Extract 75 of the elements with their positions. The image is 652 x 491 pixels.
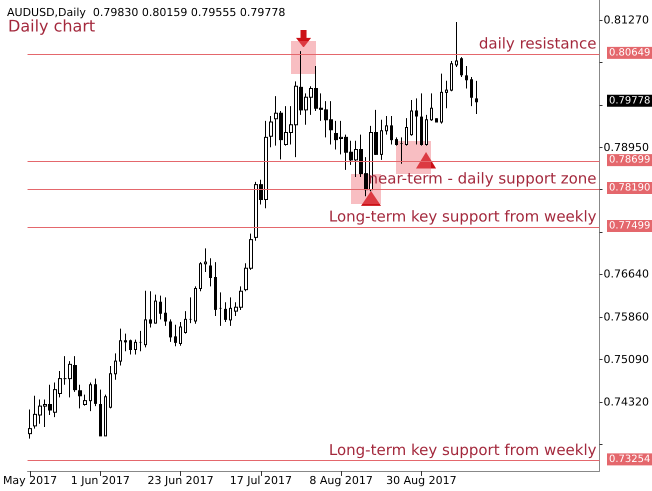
candlestick [214,262,217,317]
text: 0.80649 [609,47,650,58]
candlestick [395,136,398,146]
candlestick [224,302,227,323]
candlestick [134,339,137,355]
candlestick [94,378,97,407]
y-tick-label: 0.76640 [604,268,650,281]
candlestick [204,248,207,273]
candlestick [184,310,187,334]
candlestick [390,115,393,146]
candlestick [410,100,413,136]
x-tick-label: 23 Jun 2017 [147,474,214,487]
text: 0.77499 [609,220,650,232]
candlestick [420,92,423,146]
candlestick [124,333,127,352]
candlestick [114,352,117,380]
candlestick [435,118,438,124]
candlestick [229,296,232,326]
candlestick [430,92,433,122]
candlestick [194,286,197,324]
y-tick-label: 0.78950 [604,140,650,154]
candlestick [28,408,32,440]
candlestick [400,136,403,164]
x-tick-label: 1 Jun 2017 [70,474,130,487]
y-tick-label: 0.75090 [604,352,650,366]
candlestick [174,324,177,347]
text: AUDUSD,Daily 0.79830 0.80159 0.79555 0.79778 [7,6,286,19]
candlestick [78,384,82,409]
candlestick [104,394,107,436]
text: 0.73254 [609,454,650,465]
ref-line-label: Long-term key support from weekly [328,208,597,226]
y-tick-label: 0.81270 [604,13,650,26]
candlestick [440,73,443,124]
candlestick [455,21,458,68]
candlestick [380,119,383,160]
candlestick [269,115,273,148]
candlestick [470,76,473,107]
candlestick [149,290,152,328]
candlestick [159,295,162,320]
candlestick [405,118,408,146]
candlestick [169,318,172,342]
y-tick-label: 0.74320 [604,395,650,408]
candlestick [129,339,132,355]
candlestick [83,394,87,406]
text: 0.78190 [609,182,650,194]
candlestick [179,322,182,346]
candlestick [189,296,192,324]
candlestick [99,389,102,436]
candlestick [144,290,147,348]
candlestick [460,56,463,78]
candlestick [385,115,388,136]
candlestick [164,296,167,326]
candlestick [154,294,157,324]
candlestick [139,330,142,352]
x-tick-label: May 2017 [2,474,58,487]
candlestick [89,382,92,412]
candlestick [445,80,448,109]
candlestick [209,258,212,287]
x-tick-label: 8 Aug 2017 [309,474,373,487]
text: 0.79778 [609,95,650,106]
x-tick-label: 30 Aug 2017 [386,474,457,487]
text: 0.78699 [609,154,650,166]
candlestick [425,114,428,146]
y-tick-label: 0.75860 [604,310,650,324]
candlestick [465,65,468,89]
candlestick [109,366,112,409]
candlestick [475,80,478,115]
ref-line-label: daily resistance [478,34,597,52]
candlestick [199,262,202,292]
candlestick [219,292,222,326]
candlestick [415,98,418,146]
ref-line-label: Long-term key support from weekly [328,440,597,459]
x-tick-label: 17 Jul 2017 [230,474,292,487]
candlestick [119,328,122,366]
candlestick [450,60,453,92]
